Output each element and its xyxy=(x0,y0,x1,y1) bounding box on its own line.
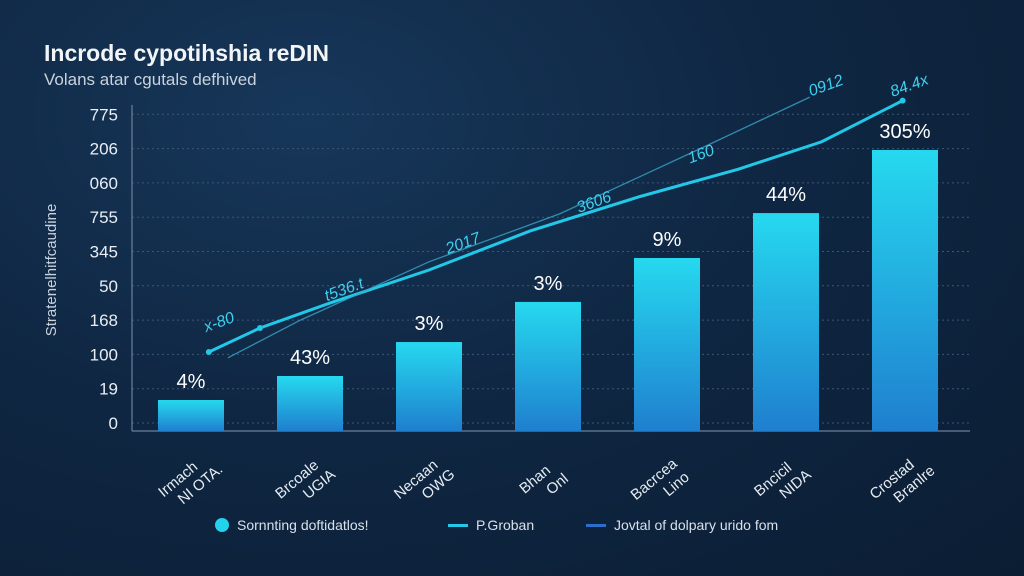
legend-label: Jovtal of dolpary urido fom xyxy=(614,517,779,533)
y-tick-label: 345 xyxy=(90,243,118,262)
bar xyxy=(634,258,700,431)
line-point xyxy=(899,97,906,104)
line-point xyxy=(205,348,212,355)
legend-dot-icon xyxy=(215,518,229,532)
x-tick-label: IrmachNI OTA. xyxy=(155,447,226,515)
bar-value-label: 44% xyxy=(766,184,806,206)
series-line xyxy=(227,96,811,359)
chart-title: Incrode cypotihshia reDIN xyxy=(44,40,330,66)
y-tick-label: 755 xyxy=(90,208,118,227)
y-tick-label: 0 xyxy=(109,414,118,433)
line-annotation: 84.4x xyxy=(888,71,932,101)
x-tick-label: BrcoaleUGIA xyxy=(272,452,339,516)
legend-label: P.Groban xyxy=(476,517,535,533)
legend-item: Sornnting doftidatlos! xyxy=(215,517,369,533)
bar xyxy=(277,376,343,431)
y-axis-label: Stratenelhitfcaudine xyxy=(43,204,60,337)
x-tick-label: CrostadBranlre xyxy=(867,449,939,517)
series-line xyxy=(208,99,904,354)
legend-item: P.Groban xyxy=(448,517,534,533)
line-annotation: 0912 xyxy=(806,72,845,100)
line-point xyxy=(257,324,264,331)
x-tick-label: BncicilNIDA xyxy=(751,453,815,514)
bar-value-label: 4% xyxy=(177,371,206,393)
x-tick-label: BacrceaLino xyxy=(628,455,693,518)
legend-line-icon xyxy=(586,523,606,527)
x-tick-label: BhanOnl xyxy=(516,457,572,512)
line-annotation: 160 xyxy=(686,142,717,167)
bar xyxy=(158,400,224,431)
y-tick-label: 100 xyxy=(90,345,118,364)
line-annotation: x-80 xyxy=(201,309,237,336)
line-annotation: 3606 xyxy=(574,189,613,217)
bar xyxy=(872,149,938,432)
bar-value-label: 3% xyxy=(415,313,444,335)
x-tick-label: NecaanOWG xyxy=(391,452,458,516)
line-annotation: 2017 xyxy=(443,229,484,258)
y-tick-label: 775 xyxy=(90,105,118,124)
chart-subtitle: Volans atar cgutals defhived xyxy=(44,70,257,89)
legend-line-icon xyxy=(448,523,468,527)
legend-label: Sornnting doftidatlos! xyxy=(237,517,369,533)
y-tick-label: 168 xyxy=(90,311,118,330)
legend-item: Jovtal of dolpary urido fom xyxy=(586,517,778,533)
bar-value-label: 43% xyxy=(290,347,330,369)
bar-value-label: 3% xyxy=(534,273,563,295)
bar xyxy=(753,213,819,431)
y-tick-label: 50 xyxy=(99,277,118,296)
y-tick-label: 19 xyxy=(99,380,118,399)
y-tick-label: 060 xyxy=(90,174,118,193)
bar xyxy=(515,301,581,431)
bar-value-label: 305% xyxy=(879,121,930,143)
bar xyxy=(396,342,462,431)
bar-value-label: 9% xyxy=(653,229,682,251)
y-tick-label: 206 xyxy=(90,140,118,159)
